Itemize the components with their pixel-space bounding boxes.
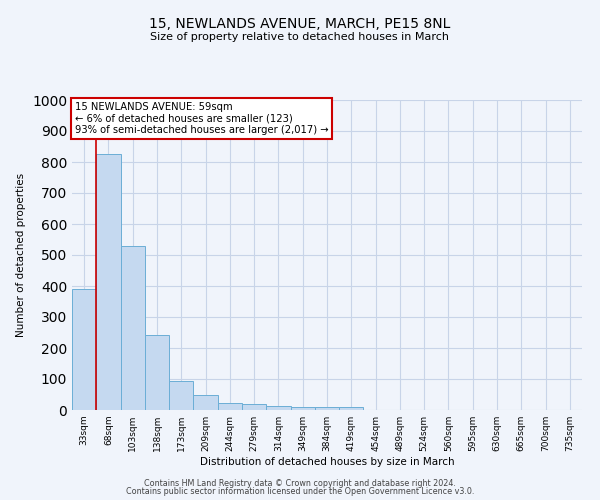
Bar xyxy=(193,394,218,410)
Bar xyxy=(145,334,169,410)
Bar xyxy=(242,404,266,410)
Bar xyxy=(339,407,364,410)
Bar xyxy=(169,380,193,410)
Bar xyxy=(218,403,242,410)
Bar xyxy=(315,407,339,410)
X-axis label: Distribution of detached houses by size in March: Distribution of detached houses by size … xyxy=(200,457,454,467)
Text: Size of property relative to detached houses in March: Size of property relative to detached ho… xyxy=(151,32,449,42)
Y-axis label: Number of detached properties: Number of detached properties xyxy=(16,173,26,337)
Bar xyxy=(266,406,290,410)
Text: Contains HM Land Registry data © Crown copyright and database right 2024.: Contains HM Land Registry data © Crown c… xyxy=(144,478,456,488)
Bar xyxy=(290,407,315,410)
Bar xyxy=(121,246,145,410)
Bar xyxy=(96,154,121,410)
Text: 15, NEWLANDS AVENUE, MARCH, PE15 8NL: 15, NEWLANDS AVENUE, MARCH, PE15 8NL xyxy=(149,18,451,32)
Text: 15 NEWLANDS AVENUE: 59sqm
← 6% of detached houses are smaller (123)
93% of semi-: 15 NEWLANDS AVENUE: 59sqm ← 6% of detach… xyxy=(74,102,328,134)
Bar xyxy=(72,289,96,410)
Text: Contains public sector information licensed under the Open Government Licence v3: Contains public sector information licen… xyxy=(126,487,474,496)
